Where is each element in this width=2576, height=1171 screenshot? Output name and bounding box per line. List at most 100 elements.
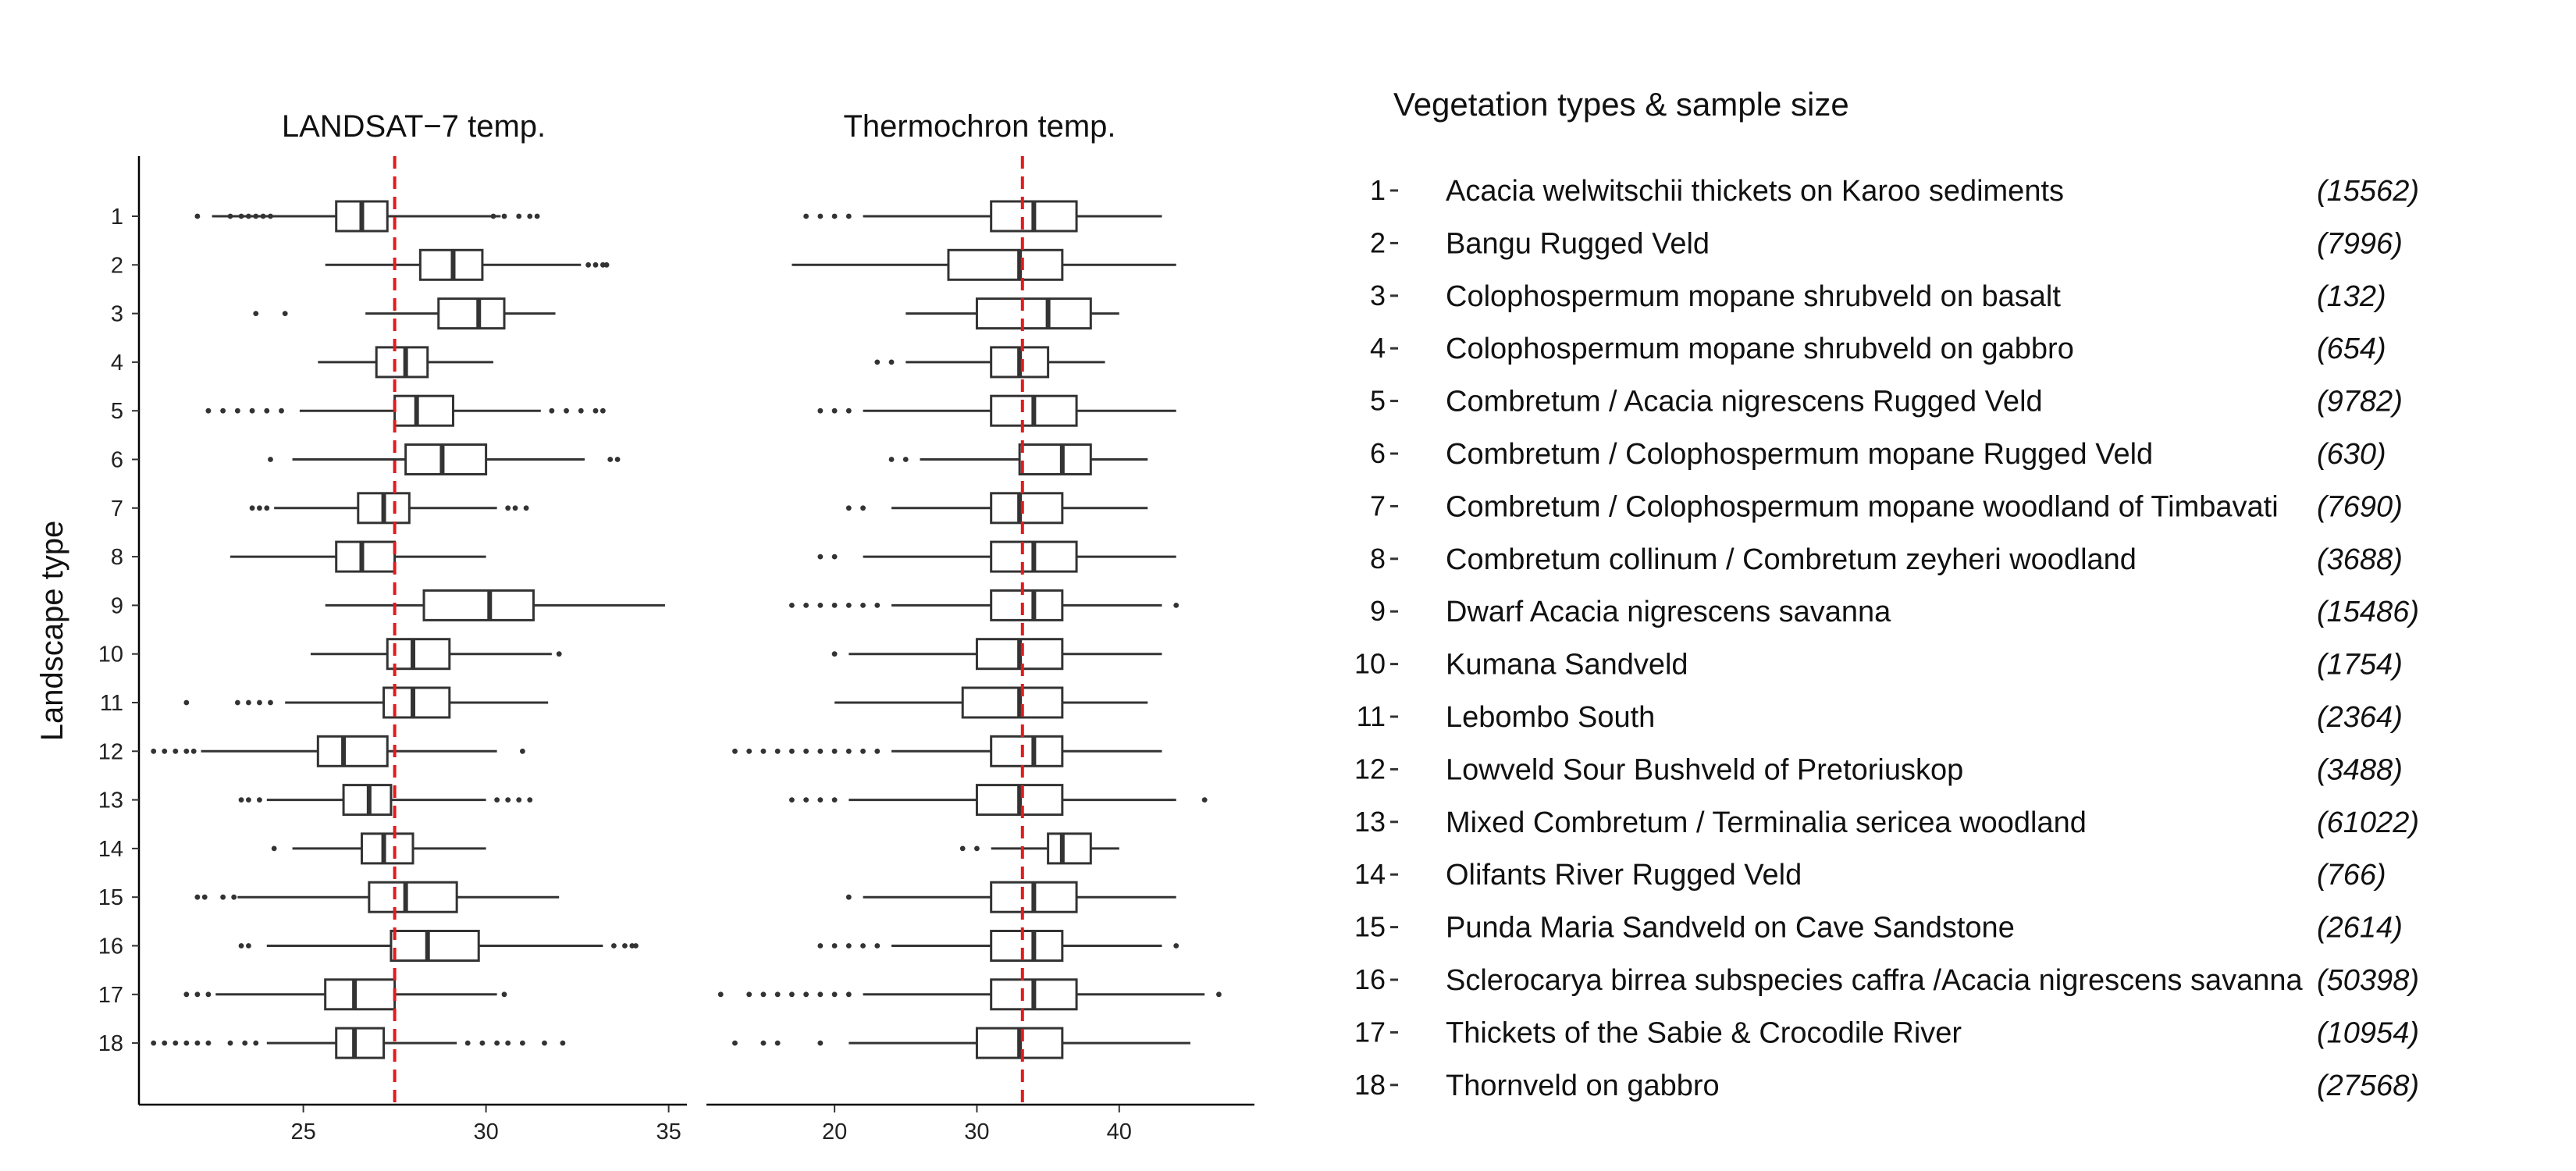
outlier-point — [264, 408, 270, 414]
outlier-point — [516, 213, 522, 219]
box-thermochron-17 — [717, 978, 1222, 1011]
outlier-point — [860, 748, 866, 754]
legend-name: Combretum / Colophospermum mopane Rugged… — [1446, 438, 2153, 471]
box-landsat-7 — [249, 492, 529, 525]
box-landsat-17 — [183, 978, 507, 1011]
outlier-point — [803, 797, 809, 803]
outlier-point — [860, 603, 866, 608]
plot-layer: Landscape type LANDSAT−7 temp. Thermochr… — [35, 109, 1254, 1144]
outlier-point — [183, 699, 190, 706]
y-tick-label: 5 — [111, 399, 123, 424]
outlier-point — [746, 991, 753, 998]
outlier-point — [1173, 603, 1179, 608]
outlier-point — [732, 1040, 738, 1046]
outlier-point — [190, 748, 197, 754]
outlier-point — [205, 991, 212, 998]
y-tick-label: 1 — [111, 205, 123, 230]
legend-entry: 9 Dwarf Acacia nigrescens savanna (15486) — [1370, 595, 2419, 628]
outlier-point — [279, 408, 284, 414]
legend-name: Kumana Sandveld — [1446, 649, 1688, 682]
outlier-point — [760, 991, 767, 998]
y-tick-label: 3 — [111, 302, 123, 327]
legend-number: 2 — [1370, 226, 1386, 258]
box-iqr — [961, 686, 1064, 719]
legend-number: 3 — [1370, 279, 1386, 311]
y-tick-label: 10 — [98, 642, 123, 667]
legend-sample-size: (766) — [2317, 859, 2386, 892]
x-tick-label: 40 — [1107, 1119, 1132, 1144]
outlier-point — [845, 603, 852, 608]
outlier-point — [592, 408, 599, 414]
legend-number: 14 — [1354, 858, 1386, 890]
legend-name: Olifants River Rugged Veld — [1446, 859, 1802, 892]
box-iqr — [1018, 443, 1092, 475]
box-thermochron-16 — [817, 930, 1179, 962]
legend-number: 10 — [1354, 648, 1386, 680]
legend-number: 6 — [1370, 437, 1386, 469]
outlier-point — [257, 505, 262, 511]
outlier-point — [205, 1040, 212, 1046]
y-tick-label: 12 — [98, 739, 123, 764]
y-tick-label: 2 — [111, 253, 123, 278]
outlier-point — [512, 505, 518, 511]
x-tick-label: 35 — [656, 1119, 681, 1144]
outlier-point — [817, 797, 824, 803]
outlier-point — [238, 213, 244, 219]
legend-sample-size: (15486) — [2317, 596, 2419, 628]
legend-name: Combretum / Acacia nigrescens Rugged Vel… — [1446, 386, 2043, 418]
outlier-point — [249, 408, 255, 414]
legend-sample-size: (27568) — [2317, 1070, 2419, 1102]
outlier-point — [527, 797, 533, 803]
outlier-point — [817, 553, 824, 560]
legend-entry: 6 Combretum / Colophospermum mopane Rugge… — [1370, 437, 2386, 471]
outlier-point — [817, 1040, 824, 1046]
outlier-point — [831, 213, 838, 219]
outlier-point — [774, 991, 781, 998]
outlier-point — [803, 213, 809, 219]
outlier-point — [549, 408, 555, 414]
outlier-point — [817, 748, 824, 754]
panel-title-landsat: LANDSAT−7 temp. — [282, 109, 546, 144]
legend-entry: 11 Lebombo South (2364) — [1357, 700, 2403, 734]
outlier-point — [888, 457, 895, 462]
outlier-point — [578, 408, 584, 414]
legend-sample-size: (9782) — [2317, 386, 2403, 418]
outlier-point — [732, 748, 738, 754]
legend-number: 11 — [1357, 700, 1386, 732]
legend-entry: 8 Combretum collinum / Combretum zeyheri … — [1370, 543, 2403, 576]
box-landsat-9 — [325, 589, 665, 621]
box-iqr — [422, 589, 535, 621]
legend-name: Thornveld on gabbro — [1446, 1070, 1720, 1102]
legend-name: Acacia welwitschii thickets on Karoo sed… — [1446, 175, 2064, 208]
outlier-point — [249, 505, 255, 511]
box-thermochron-9 — [789, 589, 1179, 621]
legend-name: Sclerocarya birrea subspecies caffra /Ac… — [1446, 964, 2304, 997]
outlier-point — [1201, 797, 1208, 803]
y-tick-label: 7 — [111, 497, 123, 521]
outlier-point — [600, 262, 606, 268]
outlier-point — [633, 943, 639, 949]
outlier-point — [845, 943, 852, 949]
outlier-point — [845, 748, 852, 754]
outlier-point — [162, 748, 168, 754]
x-tick-label: 25 — [290, 1119, 315, 1144]
y-tick-label: 6 — [111, 448, 123, 473]
outlier-point — [490, 213, 496, 219]
outlier-point — [246, 213, 251, 219]
box-landsat-6 — [268, 443, 621, 475]
outlier-point — [246, 699, 251, 706]
outlier-point — [860, 943, 866, 949]
outlier-point — [817, 943, 824, 949]
outlier-point — [803, 603, 809, 608]
legend-name: Thickets of the Sabie & Crocodile River — [1446, 1016, 1962, 1049]
legend-entry: 12 Lowveld Sour Bushveld of Pretoriuskop (… — [1354, 753, 2403, 786]
y-tick-label: 11 — [100, 691, 123, 716]
outlier-point — [257, 699, 262, 706]
box-iqr — [375, 346, 429, 379]
box-thermochron-11 — [834, 686, 1148, 719]
panel-title-thermochron: Thermochron temp. — [843, 109, 1115, 144]
outlier-point — [860, 505, 866, 511]
legend-entry: 13 Mixed Combretum / Terminalia sericea w… — [1354, 806, 2419, 839]
outlier-point — [845, 408, 852, 414]
